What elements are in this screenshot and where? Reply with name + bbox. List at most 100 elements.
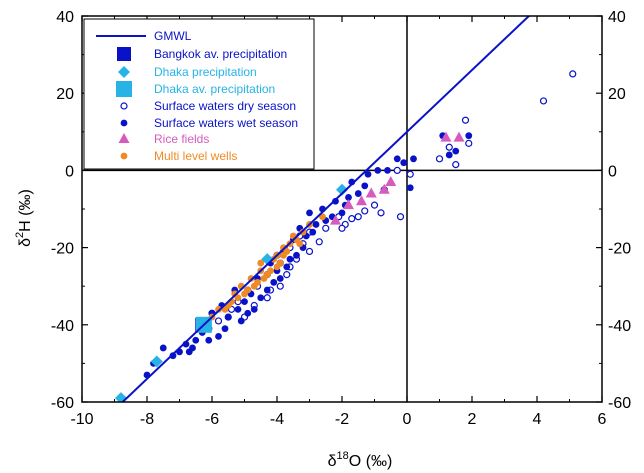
surface-waters-wet-season-point-7 xyxy=(393,155,401,163)
legend-swatch-rice-fields xyxy=(118,133,130,143)
x-tick-label--10: -10 xyxy=(70,411,93,428)
surface-waters-dry-season-point-34 xyxy=(263,294,271,302)
y-tick-label-right-20: 20 xyxy=(608,86,626,103)
surface-waters-dry-season-point-3 xyxy=(452,161,460,169)
surface-waters-dry-season-point-0 xyxy=(569,70,577,78)
surface-waters-wet-season-point-23 xyxy=(306,209,313,217)
surface-waters-dry-season-point-13 xyxy=(361,207,369,215)
legend-label-dhaka-precipitation: Dhaka precipitation xyxy=(154,65,257,79)
multi-level-wells-point-24 xyxy=(215,305,222,313)
rice-fields-point-7 xyxy=(330,214,341,225)
surface-waters-dry-season-point-1 xyxy=(539,97,548,105)
surface-waters-wet-season-point-51 xyxy=(205,336,213,344)
multi-level-wells-point-2 xyxy=(299,228,307,236)
legend-label-bangkok-av-precipitation: Bangkok av. precipitation xyxy=(154,47,287,61)
surface-waters-wet-season-point-42 xyxy=(241,298,248,306)
multi-level-wells-point-16 xyxy=(247,275,255,282)
y-tick-label-left--60: -60 xyxy=(51,395,74,412)
y-tick-label-right--40: -40 xyxy=(608,318,631,335)
surface-waters-wet-season-point-1 xyxy=(452,147,460,155)
y-tick-label-right--20: -20 xyxy=(608,241,631,258)
legend-swatch-multi-level-wells xyxy=(120,152,128,160)
x-tick-label--6: -6 xyxy=(205,411,219,428)
legend-label-surface-waters-wet-season: Surface waters wet season xyxy=(154,116,298,130)
multi-level-wells-point-26 xyxy=(296,240,304,248)
surface-waters-dry-season-point-8 xyxy=(396,213,405,221)
surface-waters-wet-season-point-49 xyxy=(215,332,222,340)
legend-label-surface-waters-dry-season: Surface waters dry season xyxy=(154,99,296,113)
x-tick-label--2: -2 xyxy=(335,411,349,428)
surface-waters-dry-season-point-15 xyxy=(348,215,356,223)
surface-waters-wet-season-point-41 xyxy=(244,309,252,317)
surface-waters-wet-season-point-58 xyxy=(169,352,177,360)
y-tick-label-left--20: -20 xyxy=(51,241,74,258)
data-marks xyxy=(115,16,577,402)
dhaka-precipitation-point-3 xyxy=(336,183,348,196)
surface-waters-wet-season-point-21 xyxy=(312,221,320,228)
y-tick-label-right-40: 40 xyxy=(608,9,626,26)
surface-waters-dry-season-point-14 xyxy=(354,213,362,221)
surface-waters-wet-season-point-46 xyxy=(224,313,232,321)
surface-waters-wet-season-point-6 xyxy=(400,159,408,167)
surface-waters-dry-season-point-17 xyxy=(338,224,346,232)
surface-waters-wet-season-point-8 xyxy=(384,167,391,174)
multi-level-wells-point-12 xyxy=(260,275,268,282)
y-tick-label-left--40: -40 xyxy=(51,318,74,335)
surface-waters-dry-season-point-28 xyxy=(283,271,291,279)
rice-fields-point-4 xyxy=(365,187,377,198)
surface-waters-wet-season-point-55 xyxy=(185,348,193,356)
x-tick-label-4: 4 xyxy=(533,411,542,428)
rice-fields-point-1 xyxy=(440,131,452,142)
surface-waters-wet-season-point-11 xyxy=(361,182,369,190)
legend-swatch-bangkok-av-precipitation xyxy=(117,47,131,61)
surface-waters-dry-season-point-6 xyxy=(445,143,453,151)
rice-fields-point-3 xyxy=(378,183,390,194)
surface-waters-wet-season-point-47 xyxy=(221,325,229,333)
axis-ticks: -10 -8 -6 -4 -2 0 2 4 6-60 -60-40 -40-20 -200 020 204… xyxy=(51,9,631,428)
x-axis-title: δ18O (‰) xyxy=(328,450,393,470)
surface-waters-wet-season-point-14 xyxy=(345,194,352,201)
multi-level-wells-point-30 xyxy=(257,259,265,267)
legend-swatch-surface-waters-wet-season xyxy=(120,119,128,127)
surface-waters-wet-season-point-2 xyxy=(445,151,453,159)
legend-swatch-dhaka-av-precipitation xyxy=(116,81,132,97)
surface-waters-dry-season-point-42 xyxy=(214,317,223,325)
surface-waters-wet-season-point-0 xyxy=(465,132,473,140)
dhaka-precipitation-point-1 xyxy=(150,355,163,368)
surface-waters-dry-season-point-2 xyxy=(461,116,470,124)
legend-label-rice-fields: Rice fields xyxy=(154,132,209,146)
surface-waters-dry-season-point-11 xyxy=(377,209,385,217)
surface-waters-wet-season-point-27 xyxy=(293,251,300,259)
x-tick-label-0: 0 xyxy=(403,411,412,428)
multi-level-wells-point-15 xyxy=(250,282,258,290)
legend-label-multi-level-wells: Multi level wells xyxy=(154,149,237,163)
rice-fields-point-5 xyxy=(356,195,367,206)
surface-waters-wet-season-point-30 xyxy=(283,263,291,271)
surface-waters-wet-season-point-39 xyxy=(250,305,258,313)
rice-fields-point-6 xyxy=(343,199,354,210)
legend-label-gmwl: GMWL xyxy=(154,29,192,43)
x-tick-label-2: 2 xyxy=(468,411,477,428)
rice-fields-point-0 xyxy=(453,131,465,142)
legend-label-dhaka-av-precipitation: Dhaka av. precipitation xyxy=(154,82,275,96)
surface-waters-wet-season-point-43 xyxy=(237,317,245,325)
surface-waters-wet-season-point-5 xyxy=(406,184,414,192)
y-tick-label-left-20: 20 xyxy=(56,86,74,103)
surface-waters-dry-season-point-4 xyxy=(435,155,444,163)
surface-waters-wet-season-point-53 xyxy=(192,336,200,344)
gmwl-line xyxy=(121,16,531,402)
multi-level-wells-point-6 xyxy=(280,251,287,259)
surface-waters-wet-season-point-59 xyxy=(159,344,167,352)
surface-waters-dry-season-point-20 xyxy=(315,238,323,246)
surface-waters-wet-season-point-36 xyxy=(263,286,271,294)
surface-waters-dry-season-point-19 xyxy=(322,224,330,232)
surface-waters-wet-season-point-4 xyxy=(410,155,417,163)
surface-waters-dry-season-point-5 xyxy=(465,139,473,147)
surface-waters-dry-season-point-30 xyxy=(276,282,284,290)
surface-waters-wet-season-point-34 xyxy=(270,278,278,286)
legend: GMWL Bangkok av. precipitation Dhaka preci… xyxy=(83,18,315,170)
surface-waters-dry-season-point-22 xyxy=(305,247,314,256)
x-tick-label-6: 6 xyxy=(598,411,607,428)
